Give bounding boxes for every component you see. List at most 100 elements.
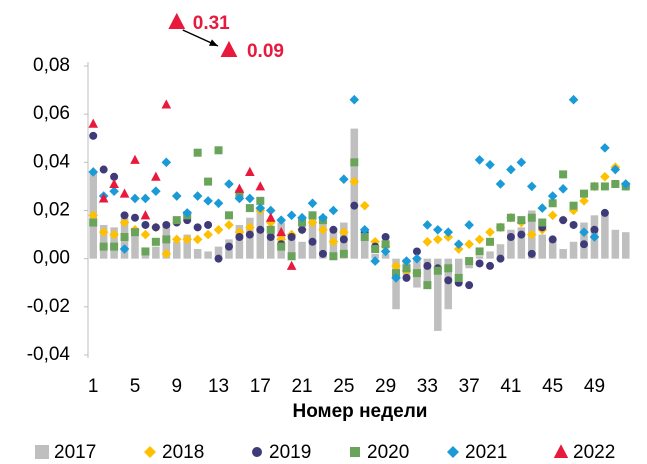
point [203,229,213,240]
bar [131,232,139,259]
point [130,228,139,237]
x-tick-label: 49 [584,376,605,397]
point [423,281,432,290]
point [171,234,182,245]
point [329,252,338,261]
point [88,167,99,177]
legend-label: 2022 [573,442,615,463]
point [610,164,621,175]
point [569,201,578,210]
point [444,276,453,285]
bar [622,232,630,259]
point [256,196,265,205]
bar [152,246,160,259]
y-tick-label: 0,00 [33,248,70,269]
point [140,210,151,220]
legend-swatch [252,447,262,457]
bar [381,253,390,259]
point [130,193,140,204]
point [433,234,443,245]
point [454,273,463,282]
point [589,232,600,242]
point [350,201,359,210]
point [110,242,119,251]
point [99,242,108,251]
point [98,227,109,237]
point [486,261,495,270]
point [475,259,484,268]
point [308,211,317,220]
point [600,143,610,153]
point [349,176,360,187]
point [140,229,151,240]
point [339,174,349,184]
point [235,189,244,198]
point [547,191,558,201]
point [130,213,139,222]
bar [256,210,265,259]
legend-label: 2017 [54,442,96,463]
bar [183,234,191,259]
point [370,256,380,266]
point [88,210,99,221]
point [526,229,537,240]
point [161,99,172,109]
point [620,179,631,189]
point [161,249,172,259]
point [318,249,327,258]
point [141,247,150,256]
point [600,171,610,182]
point [328,205,339,216]
point [422,220,433,230]
point [359,200,370,211]
x-tick-label: 9 [171,376,182,397]
point [537,203,548,213]
point [140,193,151,204]
legend-swatch [144,446,156,458]
bar [392,258,400,310]
point [412,269,421,278]
point [328,237,339,247]
point [548,199,557,208]
point [339,249,348,258]
point [119,188,130,198]
bar [235,224,244,259]
point [516,157,527,168]
point [444,264,453,273]
point [371,245,380,254]
point [433,224,443,235]
point [580,189,589,198]
point [151,171,161,181]
point [433,266,442,275]
point [381,240,390,249]
x-tick-label: 29 [375,376,396,397]
bar [360,236,369,259]
point [162,235,171,244]
point [464,220,474,230]
point [496,254,505,263]
x-tick-label: 41 [500,376,521,397]
point [453,244,464,254]
point [465,281,474,290]
point [182,208,193,218]
bar [214,246,223,259]
point [151,186,161,197]
point [527,249,536,258]
legend-swatch [553,444,569,458]
point [590,182,599,191]
value-label: 0.31 [193,13,230,34]
bar [496,244,505,259]
point [350,158,359,167]
bar [538,234,546,259]
legend-swatch [35,445,49,459]
legend-swatch [350,447,360,457]
point [380,246,391,257]
point [485,227,495,237]
bar [569,241,578,259]
point [423,261,432,270]
x-tick-label: 17 [250,376,271,397]
x-tick-label: 33 [417,376,438,397]
point [224,220,234,230]
point [402,264,411,273]
